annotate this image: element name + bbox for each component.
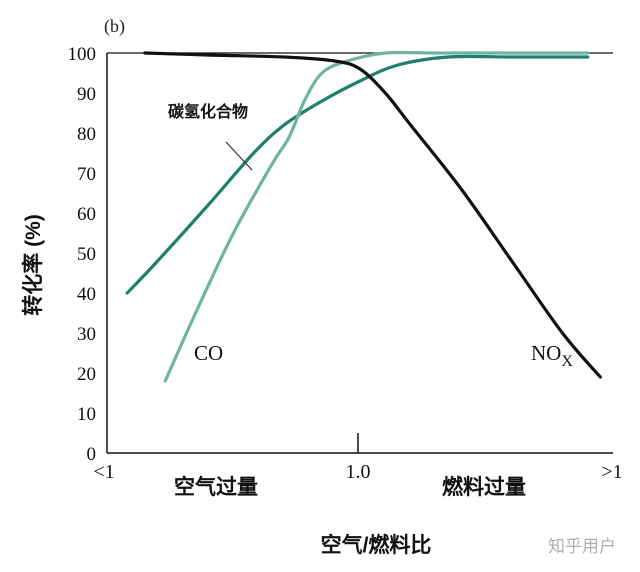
y-tick-label: 40 [77, 284, 96, 305]
x-tick-label-center: 1.0 [346, 461, 371, 483]
nox-annotation-label: NOX [531, 341, 573, 370]
y-axis-title: 转化率 (%) [21, 214, 45, 316]
watermark-text: 知乎用户 [548, 537, 616, 556]
y-tick-label: 70 [77, 164, 96, 185]
nox-series-line [143, 51, 602, 379]
hc-annotation-label: 碳氢化合物 [168, 102, 248, 121]
x-tick-label-right: >1 [601, 461, 622, 483]
panel-label: (b) [104, 16, 125, 37]
y-tick-label: 30 [77, 324, 96, 345]
y-tick-label: 50 [77, 244, 96, 265]
nox-label-base: NO [531, 341, 561, 365]
nox-label-subscript: X [561, 353, 573, 370]
x-axis-title: 空气/燃料比 [321, 533, 432, 557]
hydrocarbon-series-line [125, 54, 590, 295]
y-tick-label: 90 [77, 84, 96, 105]
y-tick-label: 0 [87, 444, 97, 465]
x-tick-label-left: <1 [93, 461, 114, 483]
y-tick-label: 80 [77, 124, 96, 145]
series-layer [125, 50, 602, 383]
co-series-line [163, 50, 590, 383]
y-tick-label: 60 [77, 204, 96, 225]
y-tick-label: 10 [77, 404, 96, 425]
hc-annotation-leader [225, 141, 253, 171]
co-annotation-label: CO [194, 341, 223, 365]
y-tick-labels: 0 10 20 30 40 50 60 70 80 90 100 [68, 44, 97, 465]
y-tick-label: 20 [77, 364, 96, 385]
y-tick-label: 100 [68, 44, 97, 65]
region-label-fuel-excess: 燃料过量 [442, 475, 526, 499]
region-label-air-excess: 空气过量 [174, 475, 258, 499]
